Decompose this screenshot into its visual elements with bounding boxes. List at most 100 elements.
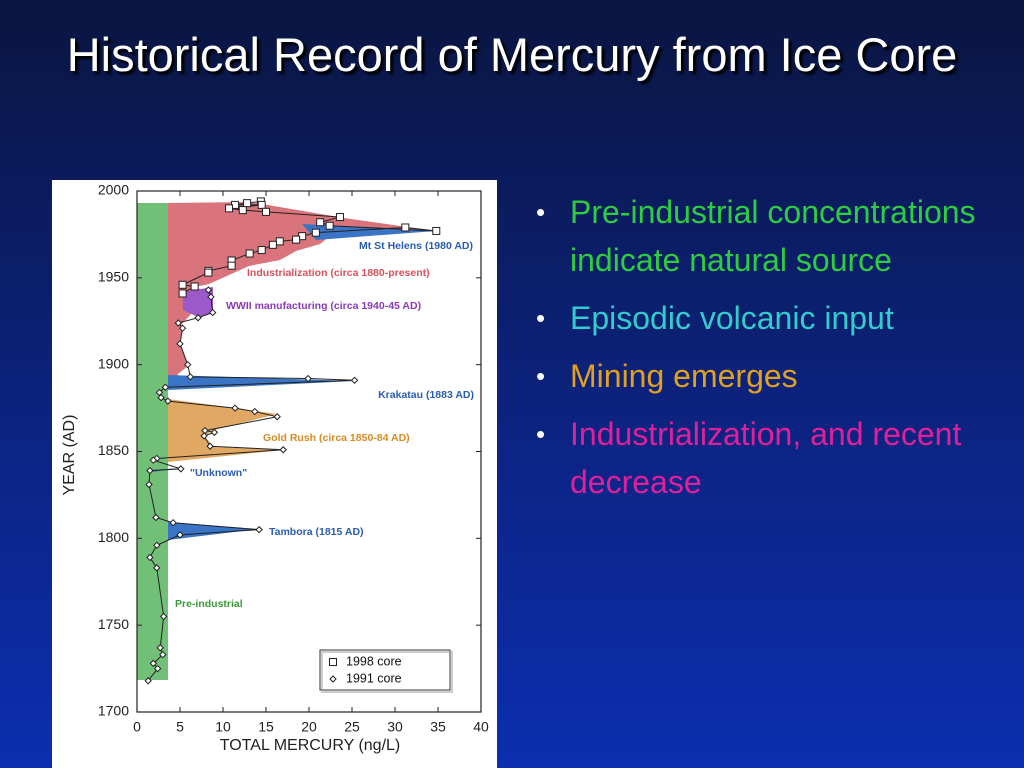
marker-square <box>257 200 266 209</box>
legend-label: 1991 core <box>346 671 402 685</box>
bullet-text: Episodic volcanic input <box>570 300 894 336</box>
bullet-dot: • <box>536 197 546 227</box>
marker-diamond <box>231 404 239 412</box>
bullet-text: Pre-industrial concentrations indicate n… <box>570 194 976 278</box>
slide-title: Historical Record of Mercury from Ice Co… <box>66 28 958 81</box>
marker-diamond <box>156 644 164 652</box>
marker-diamond <box>157 393 165 402</box>
bullet: • Industrialization, and recent decrease <box>530 410 1010 506</box>
annotation: Industrialization (circa 1880-present) <box>247 267 430 279</box>
marker-diamond <box>149 456 158 464</box>
marker-square <box>268 240 277 249</box>
marker-diamond <box>159 612 168 621</box>
industrial-area <box>168 202 436 388</box>
marker-diamond <box>164 397 172 405</box>
marker-square <box>325 221 334 230</box>
marker-diamond <box>304 374 312 383</box>
marker-diamond <box>329 675 337 683</box>
x-tick-label: 15 <box>258 719 274 735</box>
marker-square <box>245 249 254 258</box>
gold-rush-area <box>168 399 283 462</box>
marker-square <box>257 246 266 255</box>
marker-diamond <box>194 314 202 322</box>
annotation: WWII manufacturing (circa 1940-45 AD) <box>226 300 421 312</box>
marker-diamond <box>153 564 161 572</box>
marker-diamond <box>174 319 182 327</box>
marker-diamond <box>146 553 154 562</box>
bullet-text: Mining emerges <box>570 358 798 394</box>
legend <box>319 649 451 691</box>
x-tick-label: 20 <box>301 719 317 735</box>
shading <box>137 202 436 680</box>
x-tick-label: 35 <box>430 719 446 735</box>
krakatau-area <box>168 375 355 390</box>
marker-diamond <box>279 446 287 454</box>
marker-diamond <box>155 388 164 397</box>
legend-shadow <box>321 651 453 693</box>
marker-square <box>243 199 252 208</box>
marker-diamond <box>208 308 217 317</box>
marker-square <box>227 261 236 270</box>
marker-square <box>262 207 270 216</box>
x-tick-label: 0 <box>133 719 141 735</box>
bullet-list: • Pre-industrial concentrations indicate … <box>530 188 1010 516</box>
marker-diamond <box>159 650 167 659</box>
x-axis-title: TOTAL MERCURY (ng/L) <box>220 737 401 754</box>
tambora-area <box>168 522 259 540</box>
legend-label: 1998 core <box>346 654 402 668</box>
marker-square <box>275 237 284 246</box>
y-tick-label: 1800 <box>98 529 129 545</box>
marker-square <box>225 204 234 213</box>
annotation: Pre-industrial <box>175 598 243 610</box>
y-axis-title: YEAR (AD) <box>61 415 78 496</box>
marker-square <box>432 226 441 235</box>
y-tick-label: 1750 <box>98 616 129 632</box>
marker-diamond <box>255 525 263 534</box>
marker-square <box>292 235 301 244</box>
marker-diamond <box>207 293 215 301</box>
x-tick-label: 25 <box>344 719 360 735</box>
marker-diamond <box>186 373 195 381</box>
bullet: • Mining emerges <box>530 352 1010 400</box>
marker-diamond <box>153 541 161 549</box>
bullet-dot: • <box>536 419 546 449</box>
marker-diamond <box>350 376 359 385</box>
marker-diamond <box>176 340 184 348</box>
wwii-area <box>183 287 213 317</box>
bullet-dot: • <box>536 303 546 333</box>
x-tick-label: 30 <box>387 719 403 735</box>
marker-square <box>204 268 213 277</box>
marker-square <box>311 228 320 237</box>
marker-diamond <box>206 442 214 450</box>
annotation: Tambora (1815 AD) <box>269 526 364 538</box>
annotation: "Unknown" <box>190 467 247 479</box>
marker-diamond <box>177 465 185 473</box>
marker-square <box>329 658 337 666</box>
bullet-dot: • <box>536 361 546 391</box>
marker-diamond <box>176 531 184 539</box>
marker-diamond <box>169 518 177 527</box>
marker-diamond <box>153 454 161 463</box>
y-tick-label: 1700 <box>98 703 129 719</box>
annotation: Mt St Helens (1980 AD) <box>359 240 473 252</box>
y-tick-label: 1850 <box>98 442 129 458</box>
marker-square <box>238 206 247 215</box>
bullet: • Pre-industrial concentrations indicate … <box>530 188 1010 284</box>
marker-diamond <box>149 659 158 668</box>
marker-diamond <box>146 466 154 475</box>
x-tick-label: 10 <box>215 719 231 735</box>
marker-diamond <box>161 383 170 391</box>
marker-square <box>190 282 199 291</box>
marker-diamond <box>210 428 219 437</box>
pre-industrial-area <box>137 203 168 680</box>
marker-diamond <box>200 432 208 440</box>
marker-square <box>316 218 325 227</box>
marker-square <box>335 213 344 222</box>
marker-square <box>178 289 187 298</box>
y-tick-label: 2000 <box>98 182 129 198</box>
marker-diamond <box>152 513 160 522</box>
chart-image: TOTAL MERCURY (ng/L) YEAR (AD) Mt St Hel… <box>52 180 497 768</box>
marker-diamond <box>184 360 192 369</box>
x-tick-label: 5 <box>176 719 184 735</box>
marker-diamond <box>144 677 152 685</box>
